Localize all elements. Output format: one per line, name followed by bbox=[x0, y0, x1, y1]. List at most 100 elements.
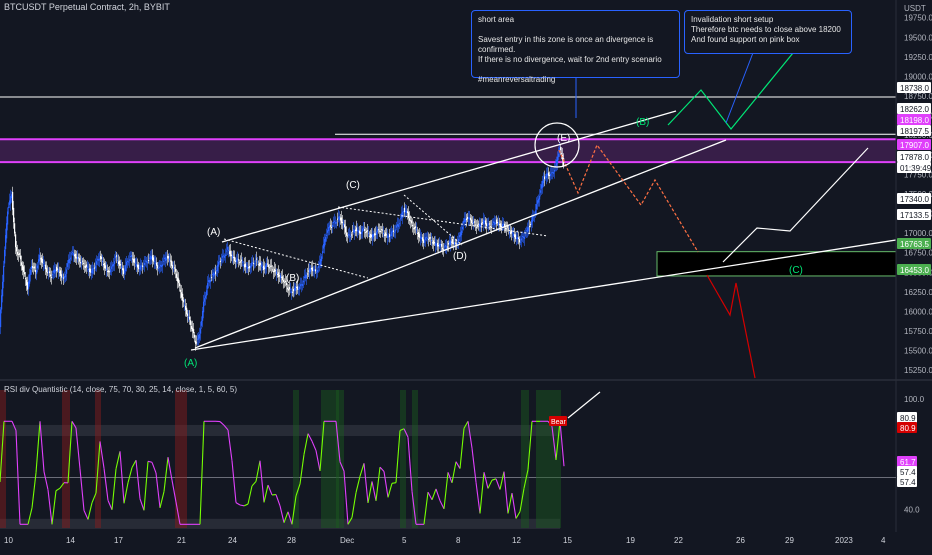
candle-body bbox=[424, 240, 425, 243]
invalidation-note[interactable]: Invalidation short setup Therefore btc n… bbox=[684, 10, 852, 54]
candle-body bbox=[543, 179, 544, 183]
rsi-line-segment bbox=[476, 482, 480, 513]
candle-body bbox=[193, 329, 194, 333]
candle-body bbox=[346, 232, 347, 235]
candle-body bbox=[201, 321, 202, 326]
rsi-line-segment bbox=[384, 472, 388, 498]
candle-body bbox=[349, 235, 350, 236]
candle-body bbox=[347, 235, 348, 236]
candle-body bbox=[367, 230, 368, 231]
time-axis-tick: 15 bbox=[563, 536, 572, 545]
candle-body bbox=[251, 263, 252, 267]
candle-body bbox=[444, 247, 445, 248]
rsi-line-segment bbox=[264, 485, 268, 502]
candle-body bbox=[269, 267, 270, 268]
candle-body bbox=[299, 287, 300, 289]
candle-body bbox=[153, 257, 154, 261]
rsi-line-segment bbox=[388, 483, 392, 497]
candle-body bbox=[114, 261, 115, 264]
rsi-line-segment bbox=[512, 493, 516, 518]
candle-body bbox=[238, 259, 239, 260]
candle-body bbox=[426, 237, 427, 238]
candle-body bbox=[203, 302, 204, 313]
candle-body bbox=[532, 217, 533, 222]
candle-body bbox=[520, 242, 521, 243]
candle-body bbox=[131, 255, 132, 257]
candle-body bbox=[180, 290, 181, 292]
green-projection-path bbox=[668, 53, 793, 129]
candle-body bbox=[172, 265, 173, 268]
candle-body bbox=[428, 239, 429, 240]
rsi-line-segment bbox=[304, 434, 308, 455]
candle-body bbox=[36, 270, 37, 274]
rsi-line-segment bbox=[164, 457, 168, 491]
candle-body bbox=[321, 256, 322, 261]
rsi-line-segment bbox=[452, 462, 456, 483]
note-connector-invalidation bbox=[726, 45, 756, 123]
time-axis-tick: 10 bbox=[4, 536, 13, 545]
candle-body bbox=[394, 232, 395, 233]
rsi-line-segment bbox=[84, 510, 88, 519]
rsi-signal-bar bbox=[536, 390, 561, 528]
candle-body bbox=[302, 284, 303, 286]
candle-body bbox=[491, 227, 492, 228]
candle-body bbox=[557, 157, 558, 164]
rsi-line-segment bbox=[508, 493, 512, 513]
price-label: 01:39:49 bbox=[900, 164, 932, 173]
rsi-line-segment bbox=[472, 448, 476, 482]
price-axis-currency: USDT bbox=[904, 4, 926, 13]
pink-resistance-zone bbox=[0, 139, 896, 162]
candle-body bbox=[39, 255, 40, 261]
candle-body bbox=[158, 268, 159, 269]
candle-body bbox=[175, 269, 176, 272]
candle-body bbox=[282, 276, 283, 280]
candle-body bbox=[111, 266, 112, 268]
candle-body bbox=[168, 256, 169, 258]
candle-body bbox=[30, 270, 31, 275]
rsi-signal-bar bbox=[62, 390, 70, 528]
price-axis-tick: 19750.00 bbox=[904, 14, 932, 23]
candle-body bbox=[224, 256, 225, 258]
rsi-line-segment bbox=[300, 454, 304, 484]
candle-body bbox=[307, 273, 308, 274]
candle-body bbox=[540, 190, 541, 192]
candle-body bbox=[487, 225, 488, 226]
short-area-note[interactable]: short area Savest entry in this zone is … bbox=[471, 10, 680, 78]
candle-body bbox=[317, 270, 318, 272]
candle-body bbox=[117, 260, 118, 261]
candle-body bbox=[83, 263, 84, 264]
candle-body bbox=[113, 264, 114, 266]
rsi-line-segment bbox=[128, 468, 132, 483]
candle-body bbox=[67, 263, 68, 267]
candle-body bbox=[42, 259, 43, 263]
candle-body bbox=[399, 223, 400, 224]
rsi-line-segment bbox=[260, 461, 264, 503]
candle-body bbox=[19, 253, 20, 255]
candle-body bbox=[116, 255, 117, 256]
wave-label-b-low: (B) bbox=[286, 273, 299, 284]
price-axis-tick: 19000.00 bbox=[904, 72, 932, 81]
candle-body bbox=[14, 223, 15, 233]
candle-body bbox=[322, 251, 323, 253]
candle-body bbox=[276, 272, 277, 274]
white-projection-path bbox=[723, 148, 868, 262]
rsi-line-segment bbox=[132, 460, 136, 467]
candle-body bbox=[241, 260, 242, 262]
candle-body bbox=[71, 253, 72, 254]
candle-body bbox=[187, 314, 188, 317]
candle-body bbox=[411, 220, 412, 223]
candle-body bbox=[382, 230, 383, 231]
candle-body bbox=[393, 230, 394, 231]
time-axis-tick: 12 bbox=[512, 536, 521, 545]
rsi-line-segment bbox=[220, 422, 224, 426]
candle-body bbox=[61, 274, 62, 277]
candle-body bbox=[318, 266, 319, 268]
candle-body bbox=[194, 335, 195, 338]
candle-body bbox=[179, 283, 180, 286]
candle-body bbox=[196, 342, 197, 343]
time-axis-tick: 26 bbox=[736, 536, 745, 545]
candle-body bbox=[363, 228, 364, 229]
price-label: 16453.0 bbox=[900, 266, 929, 275]
